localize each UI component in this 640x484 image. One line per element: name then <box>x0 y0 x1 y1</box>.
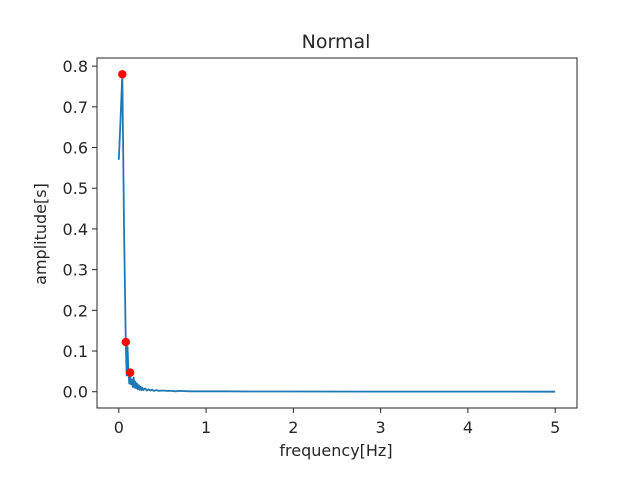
x-tick-label: 4 <box>463 418 473 437</box>
x-tick-label: 5 <box>550 418 560 437</box>
x-tick-label: 3 <box>376 418 386 437</box>
y-tick-label: 0.6 <box>63 139 88 158</box>
y-tick-label: 0.8 <box>63 57 88 76</box>
plot-content <box>117 70 556 393</box>
peak-marker <box>118 70 127 79</box>
x-tick-label: 0 <box>114 418 124 437</box>
y-tick-label: 0.2 <box>63 301 88 320</box>
y-tick-label: 0.3 <box>63 261 88 280</box>
x-axis-label: frequency[Hz] <box>279 441 392 460</box>
y-tick-label: 0.1 <box>63 342 88 361</box>
x-tick-label: 2 <box>288 418 298 437</box>
y-tick-label: 0.7 <box>63 98 88 117</box>
y-tick-label: 0.0 <box>63 383 88 402</box>
peak-marker <box>125 368 135 377</box>
y-tick-label: 0.5 <box>63 179 88 198</box>
peak-marker <box>121 337 130 347</box>
spectrum-line <box>117 73 556 393</box>
y-axis-label: amplitude[s] <box>31 183 50 285</box>
tick-group: 0 1 2 3 4 5 0.0 0.1 0.2 0.3 0.4 0.5 0.6 0.7 0.8 <box>63 57 561 437</box>
y-tick-label: 0.4 <box>63 220 88 239</box>
chart-title: Normal <box>302 31 371 53</box>
plot-area-frame <box>96 57 578 409</box>
x-tick-label: 1 <box>201 418 211 437</box>
